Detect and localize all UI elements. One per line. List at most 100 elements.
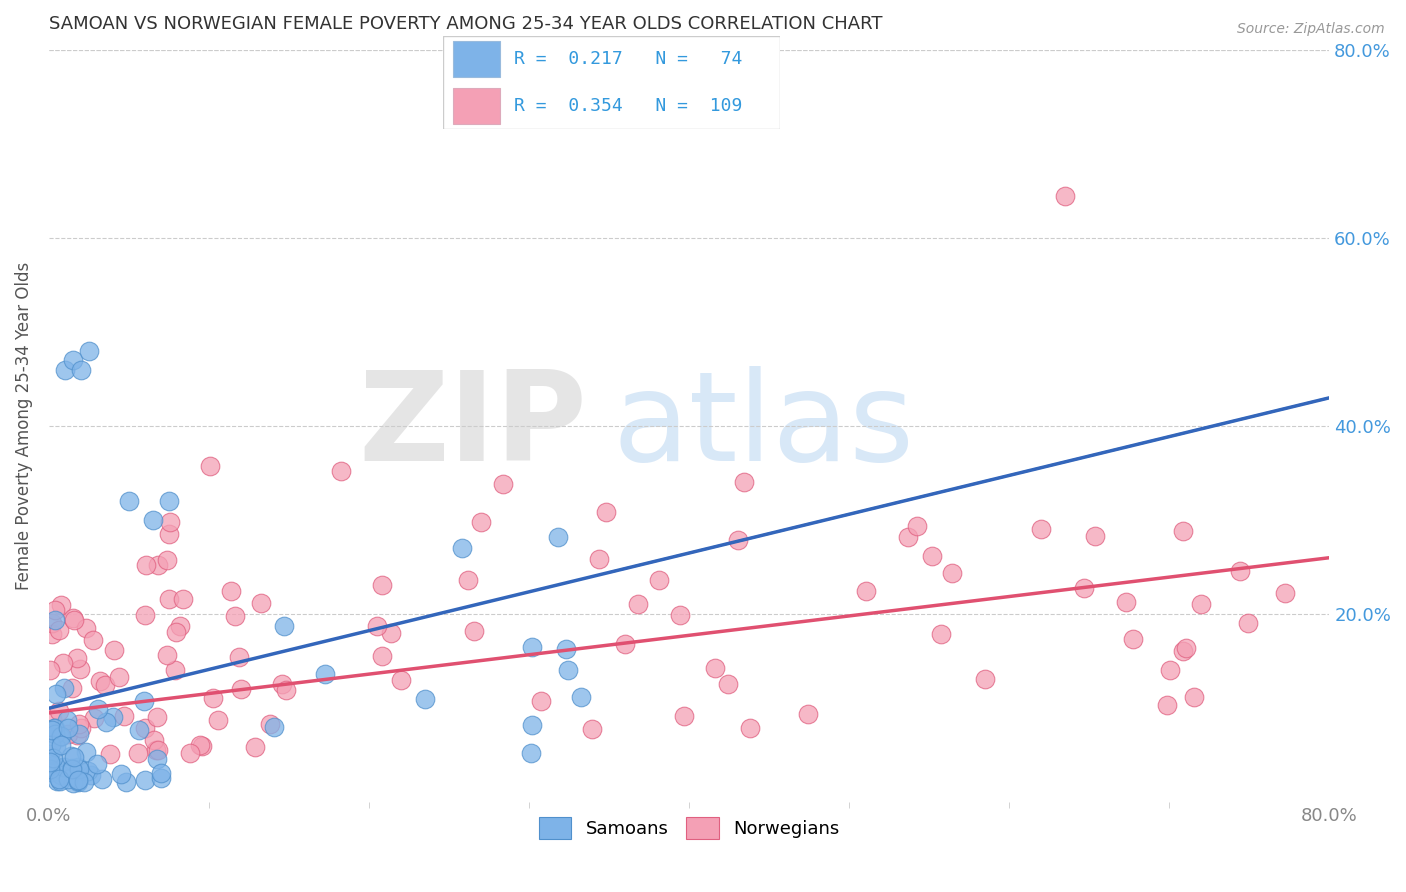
Norwegians — [905, 518, 928, 533]
Samoans — [522, 640, 544, 654]
Norwegians — [188, 738, 211, 752]
Norwegians — [329, 464, 352, 478]
Norwegians — [738, 721, 761, 735]
Text: Source: ZipAtlas.com: Source: ZipAtlas.com — [1237, 22, 1385, 37]
Norwegians — [82, 633, 104, 648]
Samoans — [110, 766, 132, 780]
Norwegians — [172, 591, 194, 606]
Norwegians — [1084, 529, 1107, 543]
Norwegians — [39, 663, 62, 677]
Samoans — [150, 771, 173, 785]
Norwegians — [648, 573, 671, 587]
Norwegians — [229, 681, 252, 696]
Norwegians — [112, 708, 135, 723]
Norwegians — [921, 549, 943, 563]
Norwegians — [44, 603, 66, 617]
FancyBboxPatch shape — [453, 41, 501, 77]
Samoans — [56, 713, 79, 727]
Norwegians — [41, 615, 63, 630]
Norwegians — [75, 621, 97, 635]
Samoans — [49, 731, 72, 745]
Norwegians — [159, 515, 181, 529]
Samoans — [273, 618, 295, 632]
Samoans — [49, 768, 72, 782]
Samoans — [520, 718, 543, 732]
Samoans — [67, 774, 90, 789]
Norwegians — [366, 619, 388, 633]
Legend: Samoans, Norwegians: Samoans, Norwegians — [531, 809, 846, 846]
Samoans — [39, 739, 62, 753]
Norwegians — [134, 721, 156, 735]
Samoans — [67, 760, 90, 774]
Norwegians — [380, 626, 402, 640]
Samoans — [77, 764, 100, 778]
Text: SAMOAN VS NORWEGIAN FEMALE POVERTY AMONG 25-34 YEAR OLDS CORRELATION CHART: SAMOAN VS NORWEGIAN FEMALE POVERTY AMONG… — [49, 15, 883, 33]
Norwegians — [673, 708, 696, 723]
Norwegians — [371, 577, 394, 591]
Samoans — [128, 723, 150, 738]
Norwegians — [67, 716, 90, 731]
Samoans — [44, 614, 66, 628]
Samoans — [67, 727, 90, 741]
Norwegians — [69, 721, 91, 735]
Norwegians — [1029, 522, 1052, 536]
Norwegians — [274, 682, 297, 697]
Norwegians — [1174, 640, 1197, 655]
Norwegians — [169, 619, 191, 633]
Norwegians — [198, 459, 221, 474]
Samoans — [45, 773, 67, 788]
Samoans — [90, 772, 112, 786]
Norwegians — [52, 657, 75, 671]
Norwegians — [974, 672, 997, 686]
Norwegians — [1054, 188, 1077, 202]
Norwegians — [51, 598, 73, 612]
Norwegians — [595, 504, 617, 518]
Norwegians — [69, 662, 91, 676]
Samoans — [49, 773, 72, 788]
Norwegians — [1274, 585, 1296, 599]
Norwegians — [62, 611, 84, 625]
Samoans — [62, 776, 84, 790]
Norwegians — [1229, 565, 1251, 579]
Samoans — [134, 694, 156, 708]
Samoans — [67, 773, 90, 788]
Samoans — [569, 690, 592, 705]
Norwegians — [797, 707, 820, 722]
Samoans — [60, 761, 83, 775]
Norwegians — [107, 670, 129, 684]
Samoans — [70, 362, 93, 376]
Norwegians — [1156, 698, 1178, 712]
Samoans — [44, 762, 66, 776]
Norwegians — [135, 558, 157, 573]
Norwegians — [145, 743, 167, 757]
Samoans — [44, 687, 66, 701]
Norwegians — [855, 584, 877, 599]
Samoans — [62, 762, 84, 776]
Norwegians — [245, 739, 267, 754]
Norwegians — [143, 733, 166, 747]
Norwegians — [63, 613, 86, 627]
Norwegians — [941, 566, 963, 580]
Norwegians — [146, 709, 169, 723]
Samoans — [557, 663, 579, 677]
Norwegians — [588, 551, 610, 566]
Samoans — [73, 775, 96, 789]
Text: R =  0.217   N =   74: R = 0.217 N = 74 — [513, 50, 742, 68]
Samoans — [87, 701, 110, 715]
Samoans — [67, 762, 90, 776]
Norwegians — [1171, 524, 1194, 539]
Samoans — [62, 353, 84, 368]
Norwegians — [98, 747, 121, 761]
Norwegians — [717, 677, 740, 691]
Norwegians — [1171, 643, 1194, 657]
Norwegians — [224, 609, 246, 624]
Norwegians — [1159, 663, 1181, 677]
Norwegians — [83, 711, 105, 725]
Norwegians — [166, 624, 188, 639]
Norwegians — [727, 533, 749, 548]
Samoans — [157, 494, 180, 508]
Norwegians — [1189, 597, 1212, 611]
Norwegians — [1122, 632, 1144, 647]
Norwegians — [146, 743, 169, 757]
Samoans — [519, 747, 541, 761]
